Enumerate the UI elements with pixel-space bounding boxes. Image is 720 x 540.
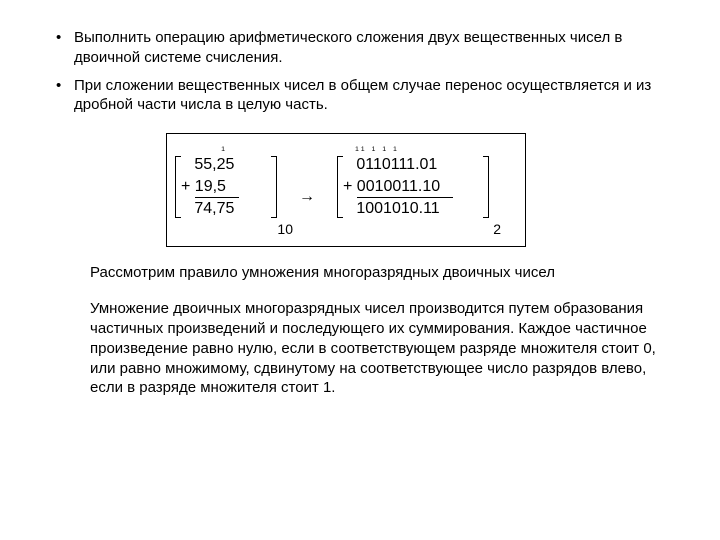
arithmetic-example-box: ₁ ₁₁ ₁ ₁ ₁ 55,25 + 19,5 74,75 10 → 01101…	[166, 133, 526, 247]
bracket-right	[483, 156, 489, 218]
bracket-right	[271, 156, 277, 218]
bin-sum: 1001010.11	[343, 198, 483, 220]
carry-marks: ₁ ₁₁ ₁ ₁ ₁	[181, 140, 511, 154]
paragraph-rule-body: Умножение двоичных многоразрядных чисел …	[90, 299, 680, 398]
carry-bin: ₁₁ ₁ ₁ ₁	[355, 141, 399, 153]
dec-a: 55,25	[181, 154, 271, 176]
paragraph-rule-heading: Рассмотрим правило умножения многоразряд…	[90, 263, 680, 283]
decimal-block: 55,25 + 19,5 74,75 10	[181, 154, 271, 238]
bullet-item: Выполнить операцию арифметического сложе…	[56, 28, 680, 68]
carry-dec: ₁	[181, 140, 227, 155]
binary-block: 0110111.01 + 0010011.10 1001010.11 2	[343, 154, 483, 238]
dec-sum: 74,75	[181, 198, 271, 220]
bracket-left	[337, 156, 343, 218]
bin-a: 0110111.01	[343, 154, 483, 176]
bin-base: 2	[343, 220, 501, 238]
bullet-item: При сложении вещественных чисел в общем …	[56, 76, 680, 116]
bracket-left	[175, 156, 181, 218]
dec-b: + 19,5	[181, 176, 271, 199]
bin-b: + 0010011.10	[343, 176, 483, 199]
calculation-row: 55,25 + 19,5 74,75 10 → 0110111.01 + 001…	[181, 154, 511, 238]
bullet-list: Выполнить операцию арифметического сложе…	[56, 28, 680, 115]
arrow-icon: →	[299, 186, 315, 207]
dec-base: 10	[181, 220, 293, 238]
